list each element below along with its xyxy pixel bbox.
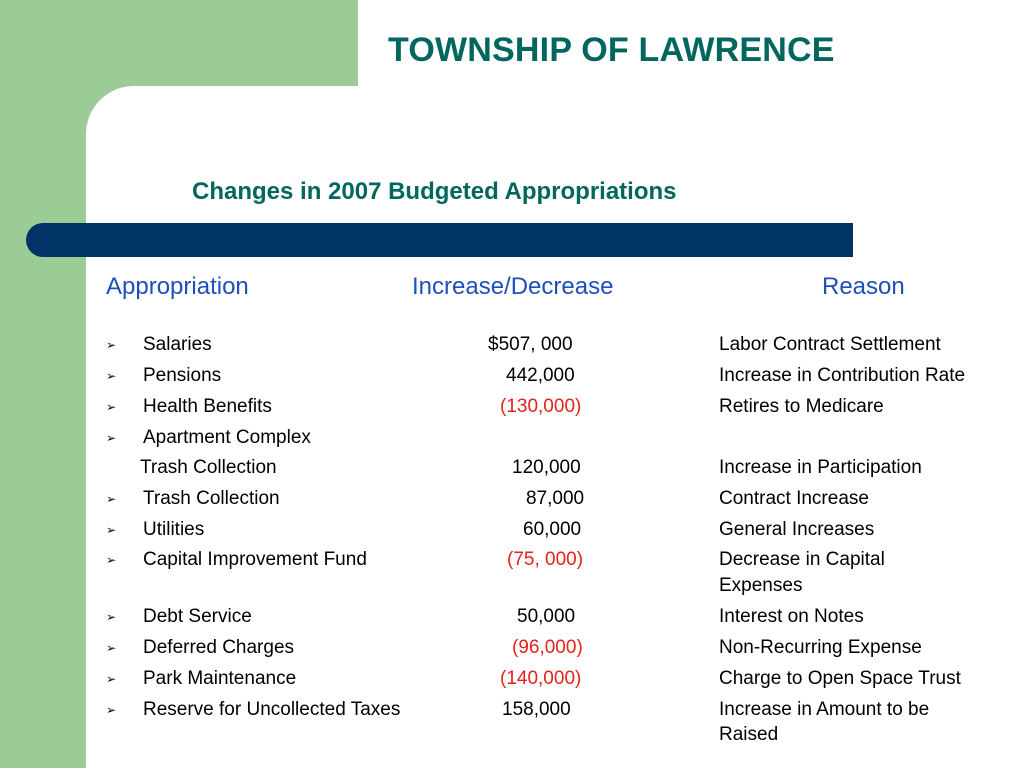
row-reason: Retires to Medicare	[719, 396, 884, 417]
content-panel	[86, 86, 1024, 768]
row-item: Apartment Complex	[143, 427, 311, 448]
row-item: Debt Service	[143, 606, 252, 627]
row-item: Health Benefits	[143, 396, 272, 417]
row-amount: 158,000	[502, 699, 571, 720]
row-reason: Increase in Amount to be	[719, 699, 930, 720]
bullet-arrow-icon: ➢	[106, 431, 117, 445]
bullet-arrow-icon: ➢	[106, 338, 117, 352]
row-item: Capital Improvement Fund	[143, 549, 367, 570]
row-reason: Non-Recurring Expense	[719, 637, 922, 658]
row-item: Trash Collection	[143, 488, 280, 509]
row-item: Deferred Charges	[143, 637, 295, 658]
row-item: Park Maintenance	[143, 668, 297, 689]
column-header-increase-decrease: Increase/Decrease	[412, 273, 614, 300]
title-area-background	[358, 0, 1024, 90]
row-amount: (140,000)	[500, 668, 582, 689]
column-header-appropriation: Appropriation	[106, 273, 249, 300]
row-amount: 50,000	[517, 606, 576, 627]
row-reason: Labor Contract Settlement	[719, 334, 941, 355]
row-amount: $507, 000	[488, 334, 573, 355]
row-amount: (75, 000)	[507, 549, 584, 570]
bullet-arrow-icon: ➢	[106, 703, 117, 717]
row-reason: Interest on Notes	[719, 606, 864, 627]
row-amount: 442,000	[506, 365, 575, 386]
row-amount: (130,000)	[500, 396, 582, 417]
row-reason: Decrease in Capital	[719, 549, 885, 570]
slide-subtitle: Changes in 2007 Budgeted Appropriations	[192, 178, 677, 205]
row-item: Salaries	[143, 334, 212, 355]
divider-bar	[26, 223, 853, 257]
slide-title: TOWNSHIP OF LAWRENCE	[388, 31, 835, 69]
row-amount: 120,000	[512, 457, 581, 478]
row-amount: 60,000	[523, 519, 582, 540]
row-reason-line2: Raised	[719, 724, 779, 745]
row-item: Reserve for Uncollected Taxes	[143, 699, 401, 720]
row-amount: 87,000	[526, 488, 585, 509]
bullet-arrow-icon: ➢	[106, 523, 117, 537]
row-reason: Increase in Contribution Rate	[719, 365, 966, 386]
column-header-reason: Reason	[822, 273, 905, 300]
bullet-arrow-icon: ➢	[106, 553, 117, 567]
row-reason-line2: Expenses	[719, 575, 803, 596]
row-reason: Contract Increase	[719, 488, 869, 509]
bullet-arrow-icon: ➢	[106, 610, 117, 624]
row-reason: Charge to Open Space Trust	[719, 668, 961, 689]
row-item: Pensions	[143, 365, 222, 386]
bullet-arrow-icon: ➢	[106, 672, 117, 686]
row-reason: Increase in Participation	[719, 457, 922, 478]
bullet-arrow-icon: ➢	[106, 400, 117, 414]
bullet-arrow-icon: ➢	[106, 641, 117, 655]
bullet-arrow-icon: ➢	[106, 492, 117, 506]
row-amount: (96,000)	[512, 637, 583, 658]
row-item: Utilities	[143, 519, 205, 540]
row-item-line2: Trash Collection	[140, 457, 277, 478]
row-reason: General Increases	[719, 519, 875, 540]
bullet-arrow-icon: ➢	[106, 369, 117, 383]
